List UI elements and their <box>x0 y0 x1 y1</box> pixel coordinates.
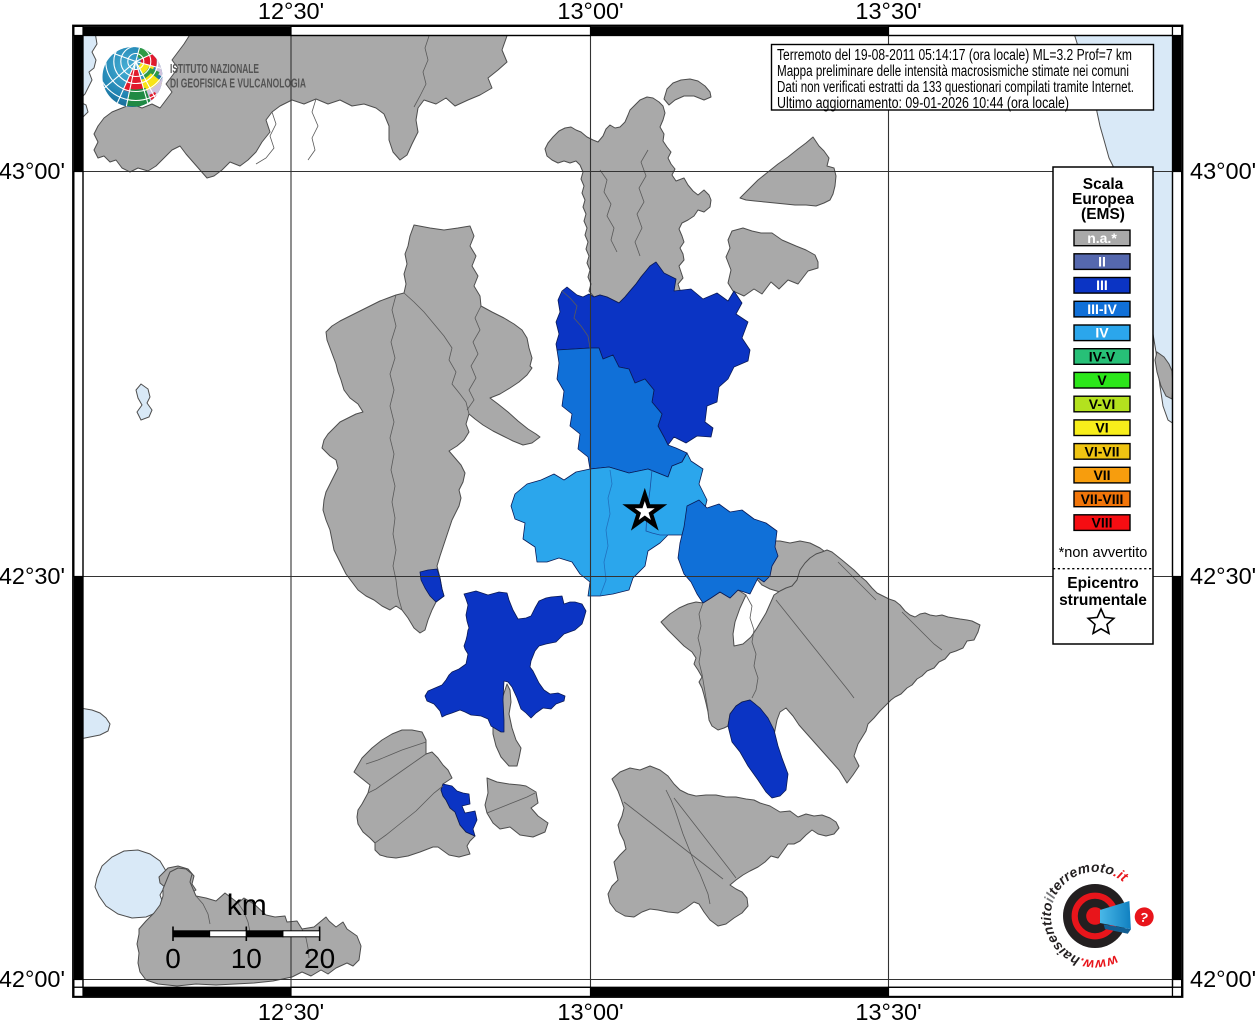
svg-text:Epicentro: Epicentro <box>1067 575 1138 592</box>
svg-text:III-IV: III-IV <box>1087 301 1117 317</box>
svg-text:Terremoto del 19-08-2011 05:14: Terremoto del 19-08-2011 05:14:17 (ora l… <box>777 47 1132 64</box>
svg-text:VII: VII <box>1093 467 1110 483</box>
svg-text:IV-V: IV-V <box>1089 348 1116 364</box>
svg-text:VII-VIII: VII-VIII <box>1081 491 1124 507</box>
svg-text:20: 20 <box>304 943 335 974</box>
svg-text:12°30': 12°30' <box>258 999 324 1024</box>
svg-text:n.a.*: n.a.* <box>1087 230 1117 246</box>
svg-text:VI: VI <box>1095 420 1108 436</box>
svg-text:Europea: Europea <box>1072 191 1134 208</box>
svg-text:V: V <box>1097 372 1107 388</box>
svg-text:13°30': 13°30' <box>855 0 921 24</box>
svg-text:Dati non verificati estratti d: Dati non verificati estratti da 133 ques… <box>777 79 1134 96</box>
svg-text:13°00': 13°00' <box>557 999 623 1024</box>
svg-text:0: 0 <box>165 943 181 974</box>
svg-text:III: III <box>1096 277 1108 293</box>
svg-text:VI-VII: VI-VII <box>1084 443 1119 459</box>
svg-text:13°00': 13°00' <box>557 0 623 24</box>
svg-text:km: km <box>227 889 267 922</box>
svg-text:DI GEOFISICA E VULCANOLOGIA: DI GEOFISICA E VULCANOLOGIA <box>170 77 306 91</box>
svg-text:42°30': 42°30' <box>0 563 65 589</box>
svg-text:43°00': 43°00' <box>1190 158 1255 184</box>
svg-text:Ultimo aggiornamento: 09-01-20: Ultimo aggiornamento: 09-01-2026 10:44 (… <box>777 95 1069 112</box>
svg-text:42°30': 42°30' <box>1190 563 1255 589</box>
svg-text:ISTITUTO NAZIONALE: ISTITUTO NAZIONALE <box>170 62 259 76</box>
svg-text:VIII: VIII <box>1091 515 1112 531</box>
svg-text:V-VI: V-VI <box>1089 396 1115 412</box>
svg-text:10: 10 <box>231 943 262 974</box>
svg-text:Mappa preliminare delle intens: Mappa preliminare delle intensità macros… <box>777 63 1129 80</box>
svg-text:42°00': 42°00' <box>0 966 65 992</box>
svg-text:Scala: Scala <box>1083 176 1124 193</box>
svg-text:(EMS): (EMS) <box>1081 206 1125 223</box>
svg-text:43°00': 43°00' <box>0 158 65 184</box>
svg-text:12°30': 12°30' <box>258 0 324 24</box>
svg-text:strumentale: strumentale <box>1059 592 1147 609</box>
svg-text:42°00': 42°00' <box>1190 966 1255 992</box>
svg-text:?: ? <box>1139 909 1150 925</box>
svg-text:13°30': 13°30' <box>855 999 921 1024</box>
svg-text:IV: IV <box>1095 325 1109 341</box>
svg-text:*non avvertito: *non avvertito <box>1059 545 1148 561</box>
svg-text:II: II <box>1098 254 1106 270</box>
